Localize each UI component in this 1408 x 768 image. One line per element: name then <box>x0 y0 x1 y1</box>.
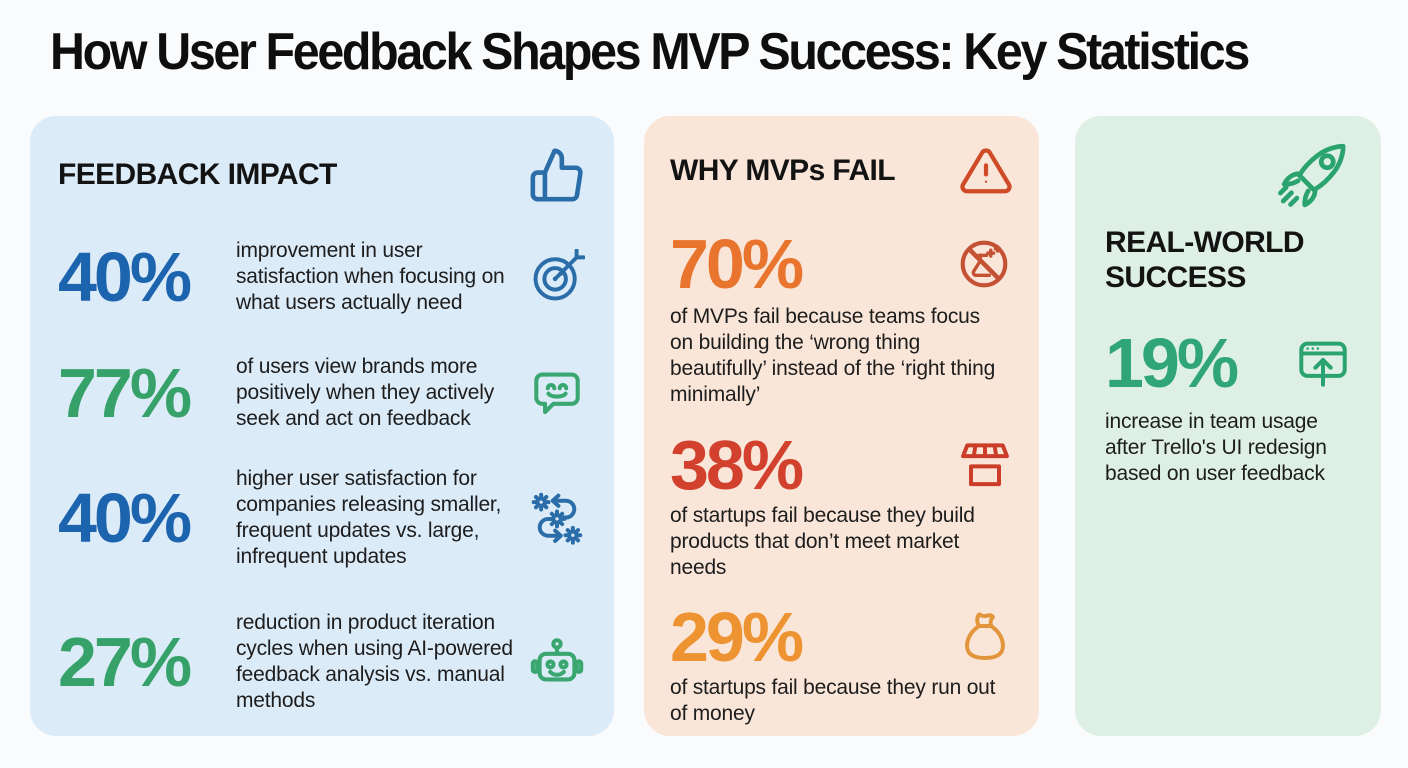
stat-description: higher user satisfaction for companies r… <box>236 467 502 569</box>
panel-feedback-impact: FEEDBACK IMPACT 40% improvement in user … <box>30 116 614 736</box>
stat-row: 77% of users view brands more positively… <box>58 354 586 432</box>
warning-triangle-icon <box>959 144 1013 198</box>
target-arrow-icon <box>528 249 586 305</box>
stat-row: 38% <box>670 425 1013 504</box>
panel-header: FEEDBACK IMPACT <box>58 146 586 204</box>
page-title: How User Feedback Shapes MVP Success: Ke… <box>50 23 1250 81</box>
panel-real-world-success: REAL-WORLD SUCCESS 19% increase in team … <box>1075 116 1381 736</box>
stat-value: 40% <box>58 479 192 558</box>
stat-description: increase in team usage after Trello's UI… <box>1105 410 1327 486</box>
stat-row: 40% improvement in user satisfaction whe… <box>58 238 586 316</box>
stat-row: 29% <box>670 598 1013 676</box>
stat-description: reduction in product iteration cycles wh… <box>236 611 513 713</box>
panel-why-mvps-fail: WHY MVPs FAIL 70% <box>644 116 1039 736</box>
panel-header: WHY MVPs FAIL <box>670 144 1013 198</box>
stat-description: of MVPs fail because teams focus on buil… <box>670 305 996 407</box>
robot-icon <box>528 633 586 691</box>
stat-row: 40% higher user satisfaction for compani… <box>58 466 586 570</box>
thumbs-up-icon <box>528 146 586 204</box>
stat-value: 77% <box>58 353 192 432</box>
stat-value: 38% <box>670 425 804 504</box>
chat-smiley-icon <box>528 366 586 420</box>
stat-value: 70% <box>670 225 804 303</box>
stat-row: 70% <box>670 225 1013 303</box>
panel-title: WHY MVPs FAIL <box>670 153 896 187</box>
no-flask-icon <box>955 235 1013 293</box>
stat-description: of users view brands more positively whe… <box>236 355 494 431</box>
stat-value: 29% <box>670 598 804 676</box>
stat-value: 27% <box>58 623 192 702</box>
stat-row: 19% <box>1105 324 1351 402</box>
panel-title: REAL-WORLD SUCCESS <box>1105 226 1305 294</box>
browser-up-arrow-icon <box>1295 335 1351 391</box>
stat-value: 19% <box>1105 324 1239 402</box>
stat-row: 27% reduction in product iteration cycle… <box>58 610 586 714</box>
storefront-icon <box>957 437 1013 493</box>
stat-description: of startups fail because they build prod… <box>670 503 975 579</box>
stat-value: 40% <box>58 237 192 316</box>
stat-description: of startups fail because they run out of… <box>670 676 996 726</box>
panel-header <box>1105 138 1351 214</box>
stat-description: improvement in user satisfaction when fo… <box>236 239 505 315</box>
gears-process-icon <box>528 490 586 546</box>
money-bag-icon <box>957 609 1013 665</box>
rocket-icon <box>1275 138 1351 214</box>
panel-title: FEEDBACK IMPACT <box>58 157 337 191</box>
